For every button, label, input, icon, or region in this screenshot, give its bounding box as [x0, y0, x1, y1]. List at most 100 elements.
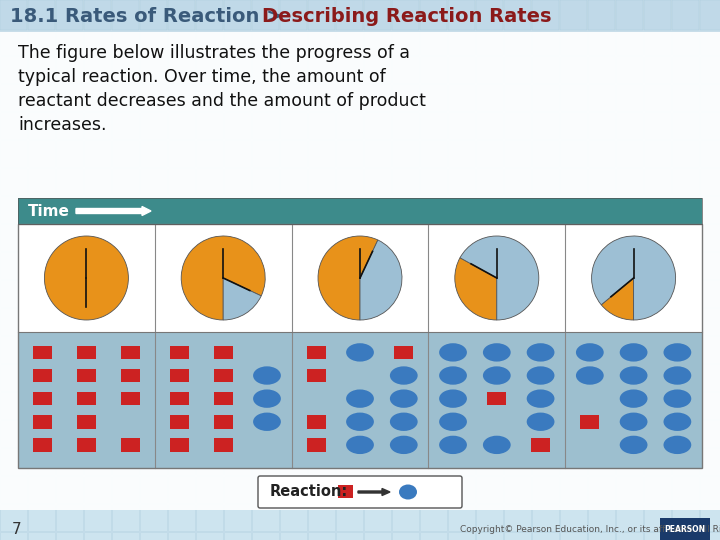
- Bar: [77, 392, 96, 406]
- Bar: [392, 504, 419, 531]
- Bar: [700, 476, 720, 503]
- Bar: [292, 332, 428, 468]
- Bar: [280, 280, 307, 307]
- Bar: [252, 28, 279, 55]
- Bar: [560, 308, 587, 335]
- Bar: [448, 308, 475, 335]
- Bar: [644, 448, 671, 475]
- Bar: [196, 280, 223, 307]
- Bar: [504, 448, 531, 475]
- Bar: [364, 112, 391, 139]
- Bar: [112, 84, 139, 111]
- Ellipse shape: [620, 413, 647, 431]
- Bar: [700, 196, 720, 223]
- Bar: [476, 224, 503, 251]
- Bar: [504, 392, 531, 419]
- Bar: [588, 196, 615, 223]
- Bar: [84, 336, 111, 363]
- Ellipse shape: [253, 389, 281, 408]
- Bar: [644, 252, 671, 279]
- Bar: [280, 56, 307, 83]
- Bar: [252, 280, 279, 307]
- Bar: [476, 448, 503, 475]
- Bar: [420, 392, 447, 419]
- Bar: [364, 0, 391, 27]
- Bar: [644, 476, 671, 503]
- Bar: [476, 392, 503, 419]
- Bar: [224, 336, 251, 363]
- Bar: [33, 392, 53, 406]
- Bar: [700, 308, 720, 335]
- Bar: [392, 56, 419, 83]
- Bar: [476, 420, 503, 447]
- Bar: [364, 140, 391, 167]
- Bar: [168, 448, 195, 475]
- Bar: [560, 532, 587, 540]
- Bar: [308, 308, 335, 335]
- Bar: [196, 420, 223, 447]
- Bar: [84, 364, 111, 391]
- Bar: [0, 0, 27, 27]
- Bar: [280, 140, 307, 167]
- Bar: [252, 336, 279, 363]
- Bar: [644, 0, 671, 27]
- Bar: [531, 438, 550, 451]
- Text: The figure below illustrates the progress of a: The figure below illustrates the progres…: [18, 44, 410, 62]
- Bar: [644, 56, 671, 83]
- Ellipse shape: [664, 343, 691, 362]
- Bar: [196, 448, 223, 475]
- Ellipse shape: [439, 389, 467, 408]
- Bar: [504, 252, 531, 279]
- Bar: [28, 392, 55, 419]
- Bar: [56, 140, 83, 167]
- Bar: [0, 364, 27, 391]
- Bar: [0, 84, 27, 111]
- Bar: [224, 364, 251, 391]
- Text: Describing Reaction Rates: Describing Reaction Rates: [262, 6, 552, 25]
- Bar: [308, 84, 335, 111]
- Bar: [112, 336, 139, 363]
- Bar: [420, 336, 447, 363]
- Bar: [307, 346, 325, 359]
- Bar: [616, 476, 643, 503]
- Bar: [392, 224, 419, 251]
- Bar: [364, 476, 391, 503]
- Bar: [364, 196, 391, 223]
- Bar: [448, 56, 475, 83]
- Bar: [532, 336, 559, 363]
- Bar: [392, 448, 419, 475]
- Bar: [28, 84, 55, 111]
- Bar: [0, 0, 720, 32]
- Bar: [84, 504, 111, 531]
- Bar: [420, 308, 447, 335]
- Bar: [224, 280, 251, 307]
- Bar: [336, 0, 363, 27]
- Bar: [18, 224, 702, 468]
- Bar: [56, 532, 83, 540]
- Bar: [336, 84, 363, 111]
- Bar: [700, 0, 720, 27]
- Bar: [292, 224, 428, 332]
- Wedge shape: [460, 236, 539, 320]
- Bar: [588, 112, 615, 139]
- Bar: [112, 280, 139, 307]
- Ellipse shape: [346, 436, 374, 454]
- Bar: [168, 84, 195, 111]
- Bar: [56, 0, 83, 30]
- Bar: [170, 369, 189, 382]
- Bar: [448, 112, 475, 139]
- Bar: [33, 415, 53, 429]
- Bar: [476, 84, 503, 111]
- Bar: [448, 28, 475, 55]
- Bar: [224, 84, 251, 111]
- Bar: [504, 28, 531, 55]
- Bar: [112, 252, 139, 279]
- Bar: [112, 112, 139, 139]
- Bar: [84, 280, 111, 307]
- Bar: [644, 308, 671, 335]
- Bar: [252, 504, 279, 531]
- Bar: [33, 346, 53, 359]
- Bar: [0, 532, 27, 540]
- Bar: [448, 392, 475, 419]
- Bar: [84, 476, 111, 503]
